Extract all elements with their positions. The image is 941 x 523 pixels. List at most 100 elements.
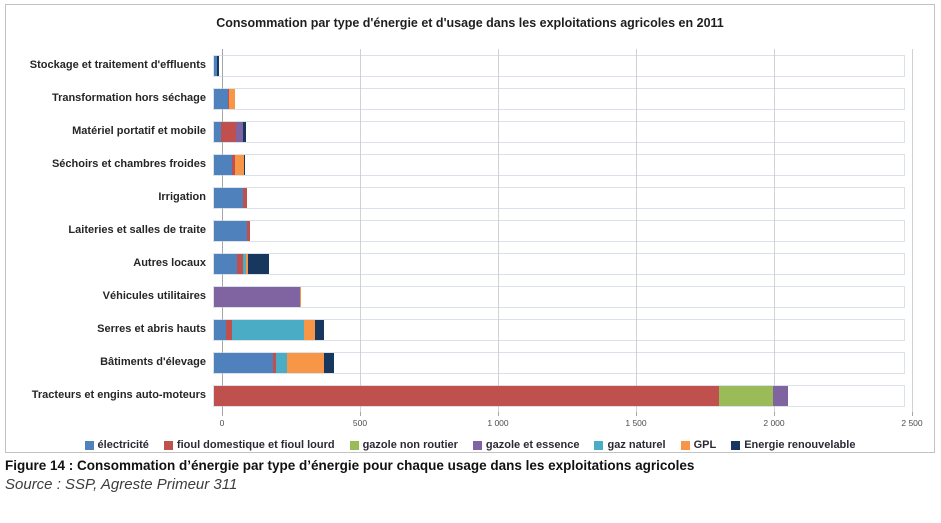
stacked-bar bbox=[214, 154, 904, 175]
bar-segment bbox=[214, 187, 243, 208]
axis-tick bbox=[498, 412, 499, 416]
bar-segment bbox=[248, 253, 270, 274]
gridline bbox=[774, 49, 775, 412]
legend-item: gazole non routier bbox=[349, 439, 458, 451]
bar-segment bbox=[314, 319, 325, 340]
axis-tick-label: 2 500 bbox=[901, 418, 923, 428]
bar-segment bbox=[237, 253, 243, 274]
legend-item: fioul domestique et fioul lourd bbox=[163, 439, 335, 451]
legend-item: gaz naturel bbox=[594, 439, 666, 451]
bar-track bbox=[214, 55, 904, 76]
bar-row: Laiteries et salles de traite bbox=[6, 214, 934, 247]
bar-row: Autres locaux bbox=[6, 247, 934, 280]
axis-tick bbox=[222, 412, 223, 416]
legend-swatch bbox=[594, 440, 604, 450]
gridline bbox=[912, 49, 913, 412]
bar-track bbox=[214, 352, 904, 373]
axis-tick bbox=[636, 412, 637, 416]
bar-segment bbox=[242, 187, 248, 208]
bar-segment bbox=[242, 121, 247, 142]
bar-segment bbox=[226, 319, 232, 340]
bar-row: Véhicules utilitaires bbox=[6, 280, 934, 313]
axis-tick bbox=[912, 412, 913, 416]
stacked-bar bbox=[214, 187, 904, 208]
category-label: Stockage et traitement d'effluents bbox=[29, 58, 206, 71]
bar-segment bbox=[214, 154, 232, 175]
bar-segment bbox=[214, 220, 247, 241]
gridline bbox=[360, 49, 361, 412]
chart-container: Consommation par type d'énergie et d'usa… bbox=[5, 4, 935, 453]
bar-segment bbox=[217, 55, 219, 76]
bar-row: Irrigation bbox=[6, 181, 934, 214]
bar-segment bbox=[303, 319, 315, 340]
stacked-bar bbox=[214, 286, 904, 307]
bar-row: Séchoirs et chambres froides bbox=[6, 148, 934, 181]
axis-tick bbox=[774, 412, 775, 416]
category-label: Serres et abris hauts bbox=[97, 322, 206, 335]
legend-swatch bbox=[163, 440, 173, 450]
bar-segment bbox=[242, 253, 246, 274]
category-label: Transformation hors séchage bbox=[51, 91, 206, 104]
bar-segment bbox=[772, 385, 789, 406]
category-label: Matériel portatif et mobile bbox=[72, 124, 206, 137]
bar-track bbox=[214, 154, 904, 175]
legend-swatch bbox=[680, 440, 690, 450]
category-label: Bâtiments d'élevage bbox=[100, 355, 206, 368]
bar-track bbox=[214, 187, 904, 208]
legend-swatch bbox=[472, 440, 482, 450]
axis-tick bbox=[360, 412, 361, 416]
bar-track bbox=[214, 286, 904, 307]
bar-segment bbox=[235, 154, 244, 175]
bar-segment bbox=[214, 352, 274, 373]
category-label: Irrigation bbox=[158, 190, 206, 203]
bar-segment bbox=[245, 253, 249, 274]
bar-row: Serres et abris hauts bbox=[6, 313, 934, 346]
gridline bbox=[636, 49, 637, 412]
legend-item: GPL bbox=[680, 439, 717, 451]
bar-segment bbox=[214, 253, 238, 274]
plot-area: Stockage et traitement d'effluents Transf… bbox=[6, 49, 934, 430]
stacked-bar bbox=[214, 88, 904, 109]
bar-segment bbox=[227, 88, 230, 109]
figure-caption: Figure 14 : Consommation d’énergie par t… bbox=[5, 458, 695, 473]
category-label: Véhicules utilitaires bbox=[102, 289, 206, 302]
bar-track bbox=[214, 385, 904, 406]
axis-tick-label: 2 000 bbox=[763, 418, 785, 428]
bar-segment bbox=[236, 121, 243, 142]
axis-tick-label: 0 bbox=[219, 418, 225, 428]
bar-segment bbox=[324, 352, 335, 373]
bar-row: Matériel portatif et mobile bbox=[6, 115, 934, 148]
legend-swatch bbox=[731, 440, 741, 450]
stacked-bar bbox=[214, 319, 904, 340]
category-label: Tracteurs et engins auto-moteurs bbox=[31, 388, 206, 401]
bar-row: Tracteurs et engins auto-moteurs bbox=[6, 379, 934, 412]
plot-rows: Stockage et traitement d'effluents Transf… bbox=[6, 49, 934, 412]
bar-row: Transformation hors séchage bbox=[6, 82, 934, 115]
bar-segment bbox=[276, 352, 288, 373]
bar-segment bbox=[214, 88, 228, 109]
bar-row: Bâtiments d'élevage bbox=[6, 346, 934, 379]
legend-item: électricité bbox=[84, 439, 149, 451]
bar-segment bbox=[719, 385, 773, 406]
figure-source: Source : SSP, Agreste Primeur 311 bbox=[5, 476, 238, 493]
bar-track bbox=[214, 121, 904, 142]
bar-segment bbox=[231, 319, 304, 340]
bar-row: Stockage et traitement d'effluents bbox=[6, 49, 934, 82]
category-label: Séchoirs et chambres froides bbox=[51, 157, 206, 170]
bar-segment bbox=[273, 352, 277, 373]
legend-swatch bbox=[349, 440, 359, 450]
legend-label: GPL bbox=[693, 439, 717, 451]
bar-segment bbox=[243, 154, 245, 175]
bar-segment bbox=[287, 352, 325, 373]
bar-segment bbox=[214, 286, 300, 307]
stacked-bar bbox=[214, 385, 904, 406]
legend-label: Energie renouvelable bbox=[744, 439, 856, 451]
bar-segment bbox=[299, 286, 301, 307]
axis-tick-label: 1 500 bbox=[625, 418, 647, 428]
category-label: Laiteries et salles de traite bbox=[68, 223, 206, 236]
stacked-bar bbox=[214, 55, 904, 76]
category-label: Autres locaux bbox=[133, 256, 206, 269]
gridline bbox=[498, 49, 499, 412]
bar-segment bbox=[229, 88, 235, 109]
